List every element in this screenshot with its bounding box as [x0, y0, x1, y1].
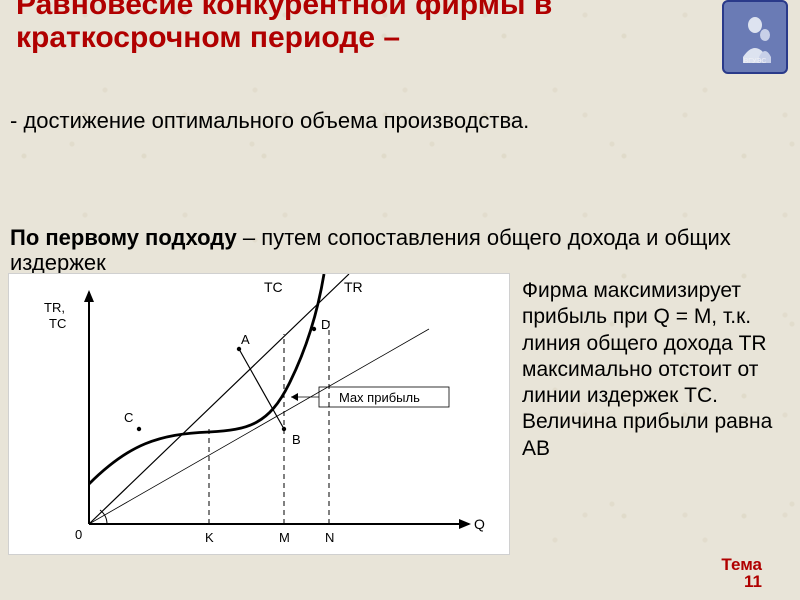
svg-text:A: A [241, 332, 250, 347]
approach-line: По первому подходу – путем сопоставления… [10, 225, 770, 276]
x-axis-label: Q [474, 516, 485, 532]
approach-bold: По первому подходу [10, 225, 237, 250]
university-logo: ВГУЭС [722, 0, 788, 74]
footer-line1: Тема [721, 556, 762, 573]
svg-text:N: N [325, 530, 334, 545]
max-profit-tangent [89, 329, 429, 524]
ab-segment [239, 349, 284, 429]
origin-label: 0 [75, 527, 82, 542]
slide-title: Равновесие конкурентной фирмы в краткоср… [16, 0, 716, 54]
svg-text:C: C [124, 410, 133, 425]
tr-tc-chart: K M N A B C D Max прибыль TR, Q 0 TR TC TC [8, 273, 510, 555]
chart-points: A B C D [124, 317, 330, 447]
subtitle-text: - достижение оптимального объема произво… [10, 108, 570, 134]
slide-footer: Тема 11 [721, 556, 762, 590]
logo-caption: ВГУЭС [744, 58, 767, 65]
tr-label: TR [344, 279, 363, 295]
tr-line [89, 274, 349, 524]
explanation-text: Фирма максимизирует прибыль при Q = M, т… [522, 278, 790, 462]
svg-text:B: B [292, 432, 301, 447]
svg-text:D: D [321, 317, 330, 332]
svg-text:M: M [279, 530, 290, 545]
tc-curve [89, 274, 324, 484]
svg-text:TC: TC [49, 316, 66, 331]
y-axis-label: TR, [44, 300, 65, 315]
footer-line2: 11 [721, 573, 762, 590]
max-profit-annotation: Max прибыль [291, 387, 449, 407]
tc-label: TC [264, 279, 283, 295]
svg-text:Max прибыль: Max прибыль [339, 390, 420, 405]
svg-text:K: K [205, 530, 214, 545]
logo-icon: ВГУЭС [731, 9, 779, 65]
